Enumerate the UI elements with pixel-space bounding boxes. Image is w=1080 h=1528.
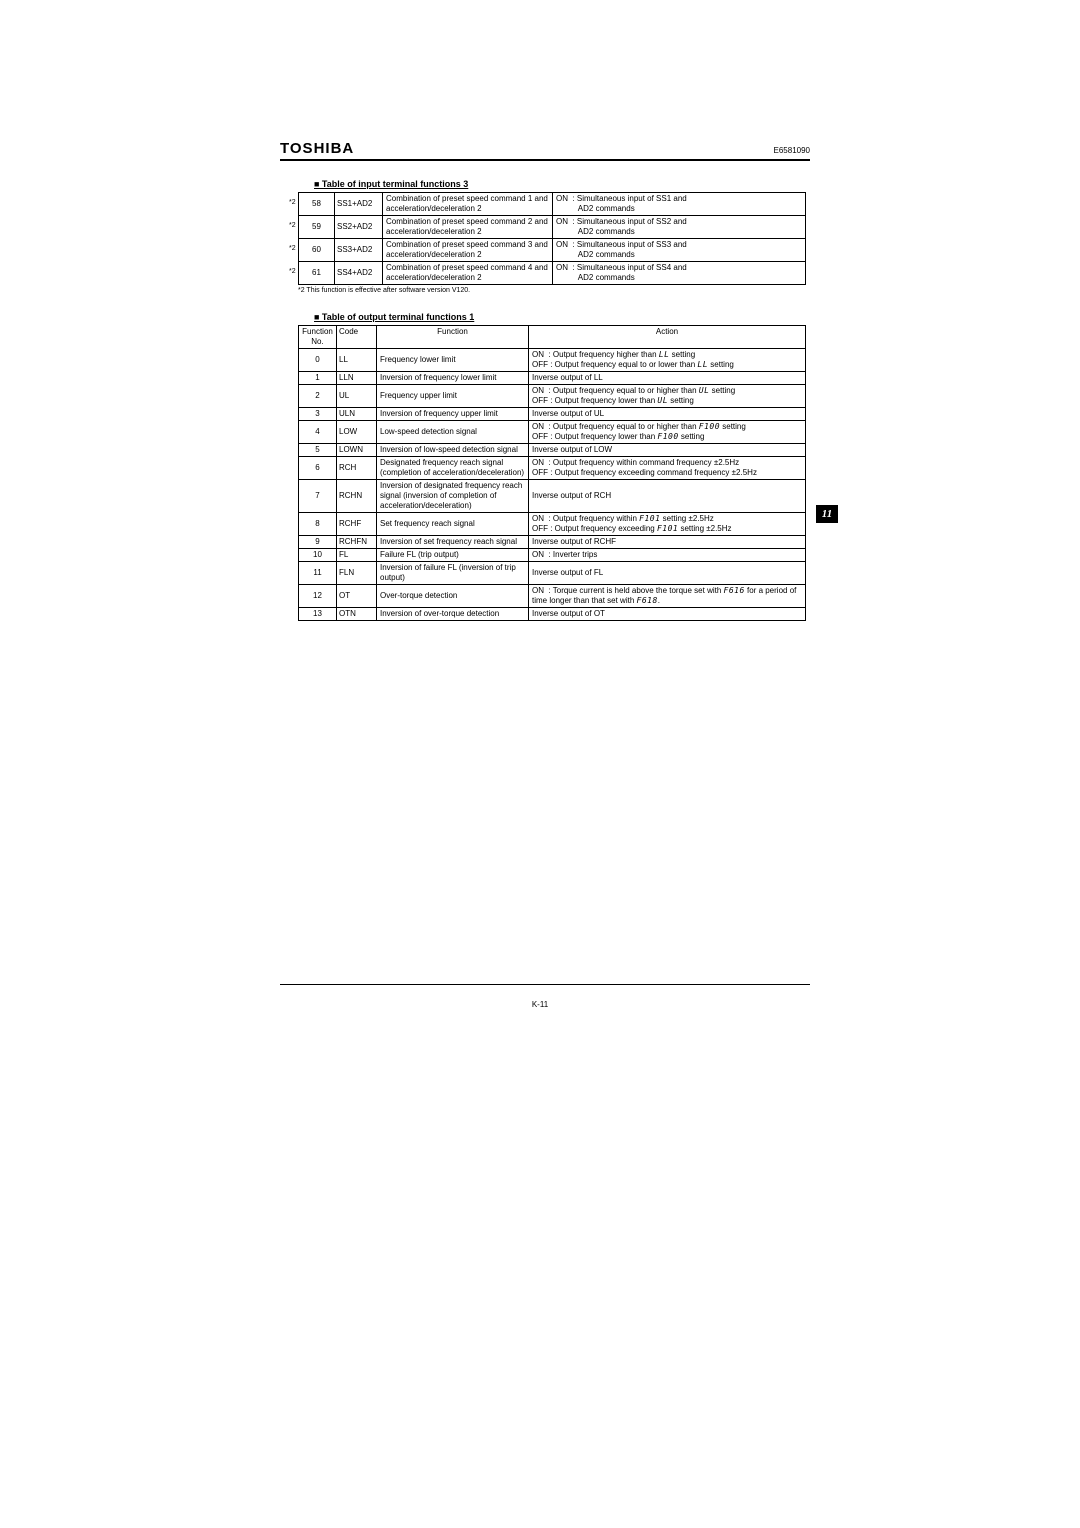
table-row: 2ULFrequency upper limitON : Output freq…	[299, 385, 806, 408]
table-row: 10FLFailure FL (trip output)ON : Inverte…	[299, 549, 806, 562]
table-row: 5LOWNInversion of low-speed detection si…	[299, 444, 806, 457]
table-header-row: Function No.CodeFunctionAction	[299, 326, 806, 349]
brand-name: TOSHIBA	[280, 140, 354, 157]
table-row: 4LOWLow-speed detection signalON : Outpu…	[299, 421, 806, 444]
table-row: 8RCHFSet frequency reach signalON : Outp…	[299, 513, 806, 536]
page-number: K-11	[0, 1000, 1080, 1009]
table-row: *260SS3+AD2Combination of preset speed c…	[299, 239, 806, 262]
table-row: 7RCHNInversion of designated frequency r…	[299, 480, 806, 513]
table-row: 3ULNInversion of frequency upper limitIn…	[299, 408, 806, 421]
table-row: 9RCHFNInversion of set frequency reach s…	[299, 536, 806, 549]
table1: *258SS1+AD2Combination of preset speed c…	[298, 192, 810, 285]
doc-number: E6581090	[774, 146, 810, 155]
table-row: 1LLNInversion of frequency lower limitIn…	[299, 372, 806, 385]
table2: Function No.CodeFunctionAction0LLFrequen…	[298, 325, 810, 621]
table-row: 6RCHDesignated frequency reach signal (c…	[299, 457, 806, 480]
table-row: *259SS2+AD2Combination of preset speed c…	[299, 216, 806, 239]
table-row: 0LLFrequency lower limitON : Output freq…	[299, 349, 806, 372]
table-row: 12OTOver-torque detectionON : Torque cur…	[299, 585, 806, 608]
page-tab: 11	[816, 505, 838, 523]
section2-title: ■ Table of output terminal functions 1	[314, 312, 810, 322]
brand-header: TOSHIBA E6581090	[280, 140, 810, 161]
table-row: 13OTNInversion of over-torque detectionI…	[299, 608, 806, 621]
table-row: 11FLNInversion of failure FL (inversion …	[299, 562, 806, 585]
section1-title: ■ Table of input terminal functions 3	[314, 179, 810, 189]
table-row: *258SS1+AD2Combination of preset speed c…	[299, 193, 806, 216]
footnote: *2 This function is effective after soft…	[298, 287, 810, 294]
table-row: *261SS4+AD2Combination of preset speed c…	[299, 262, 806, 285]
footer-rule	[280, 984, 810, 985]
